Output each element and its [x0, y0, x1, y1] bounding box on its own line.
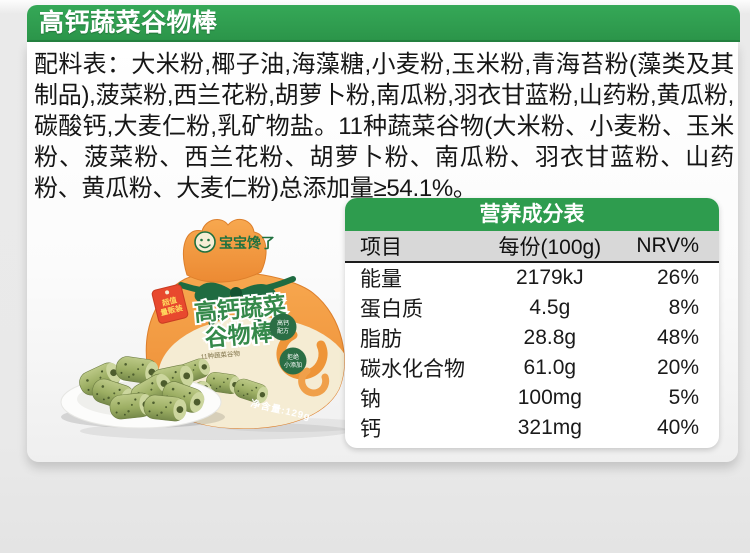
badge1-line1: 高钙 — [277, 319, 289, 327]
nutrient-name: 蛋白质 — [360, 298, 423, 321]
nutrient-name: 碳水化合物 — [360, 358, 465, 381]
product-bag-illustration: 宝宝馋了 超值 量贩装 高钙蔬菜 谷物棒 — [60, 218, 355, 440]
nutrient-amount: 2179kJ — [515, 266, 584, 289]
nutrient-nrv: 48% — [656, 326, 699, 349]
nutrition-row: 碳水化合物 61.0g 20% — [345, 353, 719, 383]
nutrient-name: 钠 — [360, 388, 381, 411]
nutrient-nrv: 26% — [656, 266, 699, 289]
page-title: 高钙蔬菜谷物棒 — [39, 9, 218, 37]
nutrient-amount: 321mg — [517, 416, 582, 439]
brand-name: 宝宝馋了 — [219, 235, 275, 251]
badge-no-additives: 拒绝 小添加 — [279, 347, 307, 375]
nutrition-column-header: 项目 每份(100g) NRV% — [345, 231, 719, 263]
nutrient-name: 脂肪 — [360, 328, 402, 351]
nutrient-name: 钙 — [360, 418, 381, 441]
nutrient-amount: 28.8g — [523, 326, 577, 349]
nutrient-amount: 100mg — [517, 386, 582, 409]
badge2-line1: 拒绝 — [287, 353, 299, 361]
column-nrv: NRV% — [636, 234, 699, 257]
nutrient-nrv: 8% — [668, 296, 699, 319]
nutrition-row: 钙 321mg 40% — [345, 413, 719, 443]
nutrition-row: 脂肪 28.8g 48% — [345, 323, 719, 353]
nutrient-name: 能量 — [360, 268, 402, 291]
nutrition-row: 蛋白质 4.5g 8% — [345, 293, 719, 323]
section-header: 高钙蔬菜谷物棒 — [27, 5, 740, 42]
nutrient-nrv: 40% — [656, 416, 699, 439]
nutrient-amount: 61.0g — [523, 356, 577, 379]
nutrition-table: 营养成分表 项目 每份(100g) NRV% 能量 2179kJ 26% 蛋白质… — [345, 198, 719, 448]
product-image[interactable]: 宝宝馋了 超值 量贩装 高钙蔬菜 谷物棒 — [55, 208, 355, 445]
promo-tag-line1: 超值 — [160, 294, 178, 308]
nutrition-row: 钠 100mg 5% — [345, 383, 719, 413]
nutrition-row: 能量 2179kJ 26% — [345, 263, 719, 293]
badge-calcium: 高钙 配方 — [269, 313, 297, 341]
nutrient-nrv: 20% — [656, 356, 699, 379]
nutrition-rows: 能量 2179kJ 26% 蛋白质 4.5g 8% 脂肪 28.8g 48% — [345, 263, 719, 443]
ribbon-bow-graphic — [178, 276, 296, 326]
smiley-face-icon — [194, 231, 216, 253]
promo-tag: 超值 量贩装 — [151, 284, 189, 324]
column-item: 项目 — [360, 236, 402, 259]
brand-logo: 宝宝馋了 — [194, 231, 275, 253]
nutrient-amount: 4.5g — [529, 296, 571, 319]
nutrition-title: 营养成分表 — [345, 198, 719, 231]
nutrient-nrv: 5% — [668, 386, 699, 409]
ingredients-text: 配料表：大米粉,椰子油,海藻糖,小麦粉,玉米粉,青海苔粉(藻类及其制品),菠菜粉… — [34, 51, 734, 202]
column-per-serving: 每份(100g) — [498, 236, 602, 259]
badge1-line2: 配方 — [277, 327, 289, 335]
badge2-line2: 小添加 — [284, 361, 302, 369]
